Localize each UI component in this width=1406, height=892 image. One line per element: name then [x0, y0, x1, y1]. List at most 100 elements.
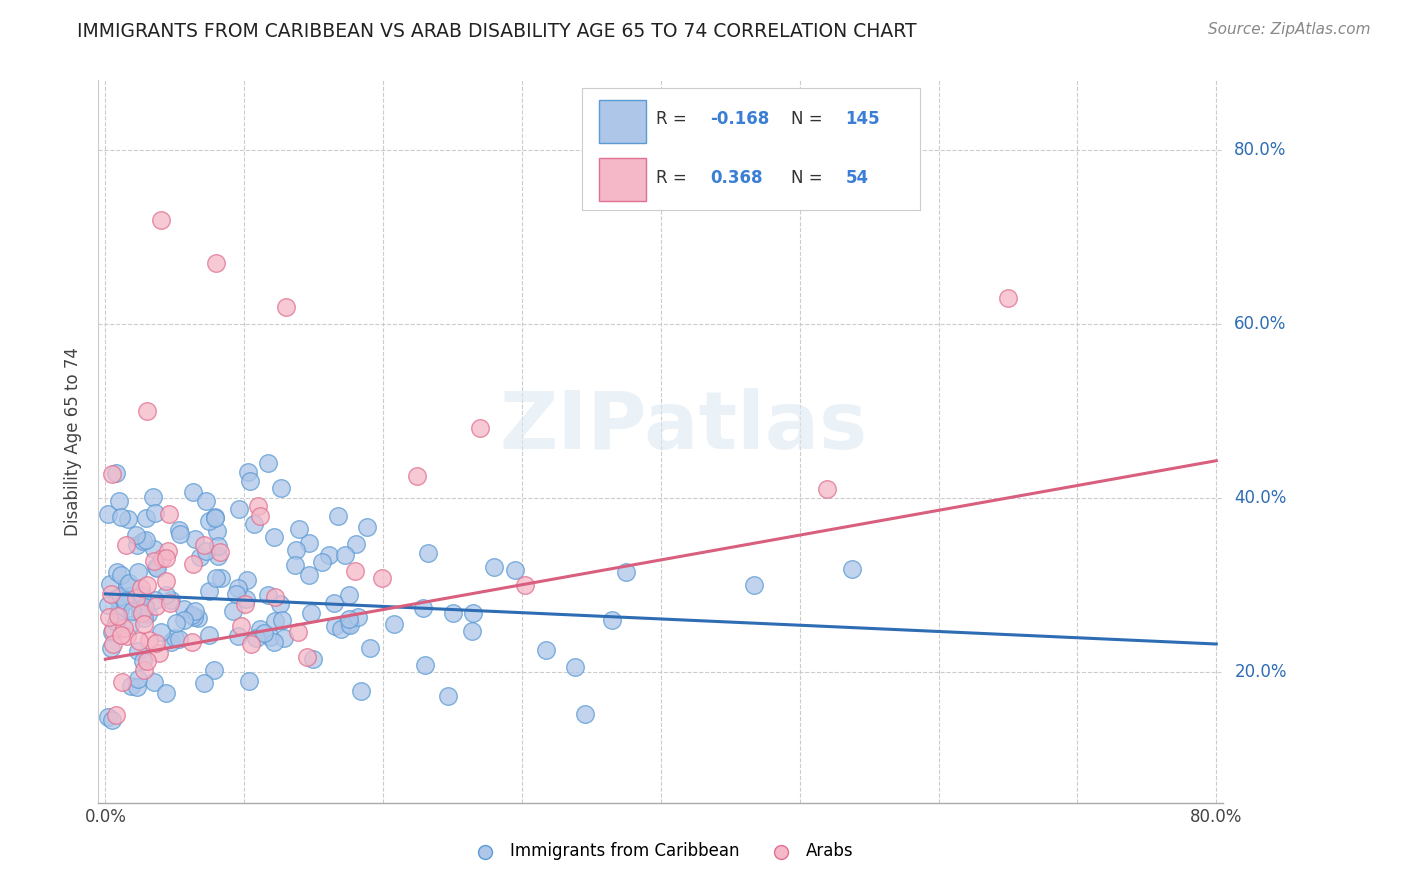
Point: [132, 617, 155, 632]
Point: [165, 631, 187, 645]
Point: [344, 564, 367, 578]
Point: [382, 616, 405, 631]
Point: [101, 636, 124, 650]
Point: [322, 595, 344, 609]
Point: [311, 555, 333, 569]
Point: [145, 636, 167, 650]
Point: [249, 622, 271, 636]
Point: [195, 494, 218, 508]
Point: [155, 551, 177, 566]
Point: [105, 565, 128, 579]
Point: [120, 618, 142, 632]
Point: [226, 581, 249, 595]
Point: [101, 625, 124, 640]
Point: [198, 628, 221, 642]
Point: [205, 571, 228, 585]
Point: [222, 604, 245, 618]
Point: [181, 607, 204, 622]
Point: [225, 587, 247, 601]
Point: [406, 468, 429, 483]
Point: [110, 568, 132, 582]
Point: [207, 549, 229, 563]
Point: [108, 603, 131, 617]
Point: [742, 578, 765, 592]
Point: [284, 558, 307, 572]
Point: [253, 626, 276, 640]
Point: [204, 509, 226, 524]
Point: [302, 652, 325, 666]
Point: [205, 524, 228, 538]
Point: [135, 578, 157, 592]
Text: Source: ZipAtlas.com: Source: ZipAtlas.com: [1208, 22, 1371, 37]
Point: [564, 660, 586, 674]
Point: [235, 591, 257, 606]
Point: [129, 606, 152, 620]
Point: [482, 560, 505, 574]
Point: [136, 655, 159, 669]
Point: [127, 538, 149, 552]
Point: [226, 629, 249, 643]
Point: [437, 690, 460, 704]
Point: [101, 623, 124, 637]
Point: [371, 571, 394, 585]
Point: [100, 641, 122, 656]
Point: [614, 565, 637, 579]
Point: [337, 612, 360, 626]
Text: ZIPatlas: ZIPatlas: [499, 388, 868, 467]
Point: [129, 581, 152, 595]
Point: [231, 618, 253, 632]
Point: [259, 631, 281, 645]
Point: [285, 542, 308, 557]
Point: [143, 675, 166, 690]
Point: [127, 644, 149, 658]
Point: [184, 532, 207, 546]
Point: [167, 523, 190, 537]
Point: [155, 588, 177, 602]
Point: [105, 615, 128, 629]
Point: [209, 545, 232, 559]
Point: [143, 592, 166, 607]
Point: [115, 579, 138, 593]
Point: [534, 643, 557, 657]
Point: [118, 575, 141, 590]
Point: [197, 514, 219, 528]
Point: [461, 606, 484, 620]
Text: 20.0%: 20.0%: [1234, 664, 1286, 681]
Point: [249, 508, 271, 523]
Point: [127, 565, 149, 579]
Text: IMMIGRANTS FROM CARIBBEAN VS ARAB DISABILITY AGE 65 TO 74 CORRELATION CHART: IMMIGRANTS FROM CARIBBEAN VS ARAB DISABI…: [77, 22, 917, 41]
Point: [136, 404, 159, 418]
Point: [131, 654, 153, 668]
Point: [110, 510, 132, 524]
Point: [513, 577, 536, 591]
Point: [120, 679, 142, 693]
Point: [160, 593, 183, 607]
Point: [125, 591, 148, 605]
Point: [128, 634, 150, 648]
Point: [298, 567, 321, 582]
Y-axis label: Disability Age 65 to 74: Disability Age 65 to 74: [65, 347, 83, 536]
Point: [287, 522, 309, 536]
Point: [336, 617, 359, 632]
Point: [205, 256, 228, 270]
Point: [98, 576, 121, 591]
Point: [236, 573, 259, 587]
Point: [134, 599, 156, 614]
Point: [97, 507, 120, 521]
Point: [233, 597, 256, 611]
Point: [114, 594, 136, 608]
Point: [503, 562, 526, 576]
Point: [173, 601, 195, 615]
Point: [413, 658, 436, 673]
Point: [236, 465, 259, 479]
Text: 80.0%: 80.0%: [1234, 141, 1286, 159]
Point: [412, 601, 434, 615]
Point: [238, 674, 260, 689]
Point: [125, 680, 148, 694]
Point: [97, 598, 120, 612]
Point: [228, 502, 250, 516]
Point: [104, 707, 127, 722]
Point: [160, 635, 183, 649]
Point: [269, 597, 291, 611]
Point: [600, 613, 623, 627]
